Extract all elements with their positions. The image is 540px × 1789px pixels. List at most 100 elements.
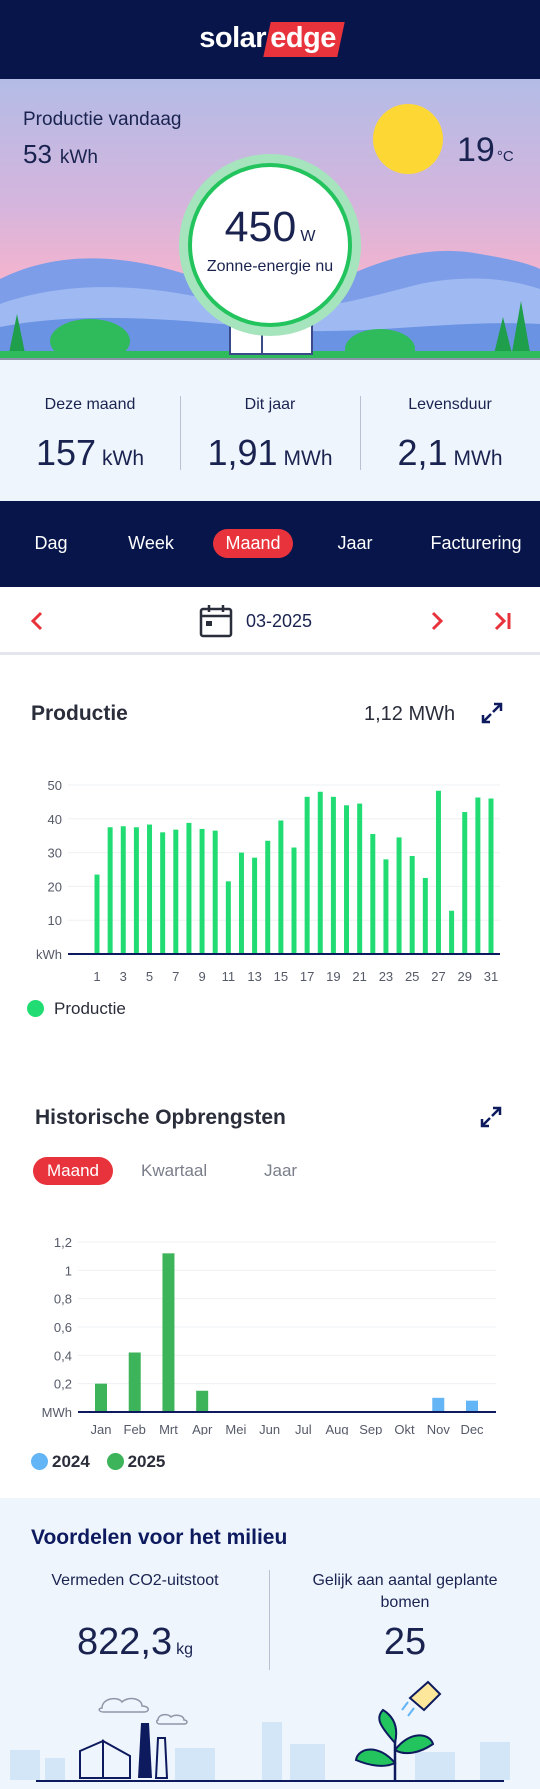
subtab-quarter[interactable]: Kwartaal [141, 1161, 208, 1180]
production-bar [304, 796, 310, 954]
production-bar [265, 840, 271, 954]
production-bar [173, 829, 179, 954]
y-axis-unit-label: MWh [42, 1405, 72, 1420]
production-bar [212, 830, 218, 954]
y-tick-label: 20 [48, 879, 62, 894]
production-bar [449, 910, 455, 954]
tab-year[interactable]: Jaar [337, 533, 373, 553]
date-navigator: 03-2025 [0, 587, 540, 655]
production-bar [186, 822, 192, 954]
current-power-value: 450 W [224, 203, 316, 251]
x-tick-label: 9 [198, 969, 205, 984]
x-tick-label: 3 [120, 969, 127, 984]
y-tick-label: 0,8 [54, 1292, 72, 1307]
production-bar [396, 837, 402, 954]
production-title: Productie [31, 702, 128, 725]
production-legend: Productie [27, 999, 126, 1019]
production-bar [120, 826, 126, 954]
x-tick-label: Apr [192, 1422, 213, 1435]
x-tick-label: 5 [146, 969, 153, 984]
production-bar [291, 847, 297, 954]
production-today-value: 53 kWh [23, 139, 98, 169]
subtab-month[interactable]: Maand [33, 1157, 113, 1185]
x-tick-label: 21 [352, 969, 366, 984]
y-tick-label: 30 [48, 846, 62, 861]
trees-label: Gelijk aan aantal geplante bomen [312, 1572, 498, 1611]
production-bar [330, 796, 336, 954]
tab-billing[interactable]: Facturering [430, 533, 522, 553]
production-bar [370, 834, 376, 954]
current-period-label[interactable]: 03-2025 [246, 611, 313, 631]
divider [269, 1570, 270, 1670]
y-tick-label: 10 [48, 913, 62, 928]
x-tick-label: Mei [225, 1422, 246, 1435]
x-tick-label: Mrt [159, 1422, 178, 1435]
last-period-button[interactable] [490, 609, 514, 633]
production-bar [422, 877, 428, 954]
x-tick-label: Jun [259, 1422, 280, 1435]
production-bar [199, 828, 205, 954]
history-legend: 2024 2025 [31, 1452, 165, 1472]
y-tick-label: 0,4 [54, 1348, 72, 1363]
x-tick-label: 1 [93, 969, 100, 984]
legend-dot-2024 [31, 1453, 48, 1470]
production-bar [488, 798, 494, 954]
production-bar [160, 832, 166, 954]
y-tick-label: 1 [65, 1263, 72, 1278]
x-tick-label: Feb [124, 1422, 146, 1435]
production-bar [344, 805, 350, 954]
x-tick-label: 19 [326, 969, 340, 984]
tab-day[interactable]: Dag [34, 533, 68, 553]
expand-icon[interactable] [480, 701, 504, 725]
production-bar [225, 881, 231, 954]
co2-value: 822,3 kg [77, 1621, 193, 1663]
divider [360, 396, 361, 470]
next-period-button[interactable] [426, 609, 446, 633]
production-today-label: Productie vandaag [23, 109, 182, 130]
previous-period-button[interactable] [28, 609, 48, 633]
y-tick-label: 50 [48, 778, 62, 793]
tab-week[interactable]: Week [128, 533, 174, 553]
production-bar [462, 812, 468, 954]
history-bar-2025 [95, 1383, 107, 1412]
divider [180, 396, 181, 470]
x-tick-label: Nov [427, 1422, 451, 1435]
tab-month[interactable]: Maand [213, 529, 293, 558]
expand-icon[interactable] [479, 1105, 503, 1129]
production-bar [133, 827, 139, 954]
environmental-benefits: Voordelen voor het milieu Vermeden CO2-u… [0, 1498, 540, 1789]
x-tick-label: 29 [457, 969, 471, 984]
production-bar [435, 790, 441, 954]
history-bar-2024 [432, 1397, 445, 1412]
calendar-icon[interactable] [199, 604, 233, 638]
y-tick-label: 0,6 [54, 1320, 72, 1335]
subtab-year[interactable]: Jaar [264, 1161, 298, 1180]
solaredge-logo: solar edge [0, 22, 540, 57]
current-power-label: Zonne-energie nu [206, 258, 334, 275]
y-tick-label: 0,2 [54, 1377, 72, 1392]
trees-value: 25 [383, 1621, 427, 1663]
x-tick-label: 7 [172, 969, 179, 984]
x-tick-label: Okt [394, 1422, 415, 1435]
energy-summary: Deze maand 157 kWh Dit jaar 1,91 MWh Leven… [0, 358, 540, 501]
x-tick-label: Dec [460, 1422, 484, 1435]
x-tick-label: 27 [431, 969, 445, 984]
co2-label: Vermeden CO2-uitstoot [51, 1572, 219, 1589]
production-bar [94, 874, 100, 954]
production-bar [383, 859, 389, 954]
legend-dot-2025 [106, 1453, 124, 1470]
x-tick-label: Jan [91, 1422, 112, 1435]
y-axis-unit-label: kWh [36, 947, 62, 962]
history-title: Historische Opbrengsten [35, 1106, 286, 1129]
x-tick-label: 13 [247, 969, 261, 984]
historical-yield-chart: 0,2 0,4 0,6 0,8 1 1,2 MWh Jan Feb Mrt Apr Mei Jun Jul… [42, 1235, 496, 1435]
x-tick-label: Aug [326, 1422, 349, 1435]
x-tick-label: 31 [484, 969, 498, 984]
history-bar-2025 [196, 1390, 209, 1412]
production-bar [278, 820, 284, 954]
production-bar [357, 803, 363, 954]
production-total: 1,12 MWh [364, 703, 456, 725]
production-bar [252, 857, 258, 954]
production-bar [238, 852, 244, 954]
